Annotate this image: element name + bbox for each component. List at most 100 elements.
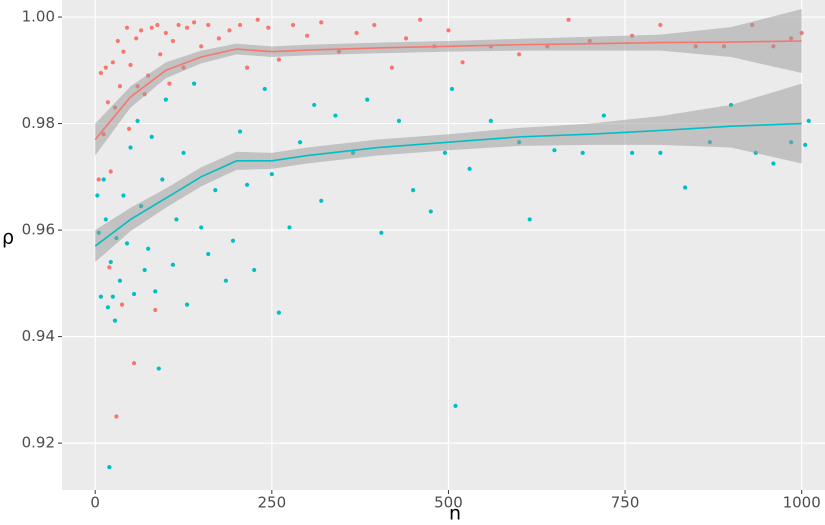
- point: [101, 177, 106, 182]
- point: [630, 150, 635, 155]
- point: [192, 81, 197, 86]
- point: [227, 28, 232, 33]
- point: [158, 52, 163, 57]
- point: [153, 307, 158, 313]
- point: [467, 166, 472, 171]
- point: [658, 22, 663, 28]
- point: [160, 177, 165, 182]
- point: [108, 169, 113, 174]
- y-tick-label: 0.92: [22, 434, 55, 452]
- point: [107, 265, 112, 270]
- point: [312, 102, 317, 108]
- point: [142, 267, 147, 273]
- point: [552, 148, 557, 153]
- point: [119, 302, 125, 307]
- point: [446, 28, 451, 33]
- point: [276, 310, 281, 315]
- point: [213, 188, 218, 193]
- point: [516, 52, 522, 57]
- point: [803, 142, 808, 147]
- point: [156, 366, 161, 371]
- point: [262, 86, 267, 92]
- point: [174, 217, 179, 222]
- point: [114, 414, 119, 419]
- point: [117, 84, 123, 89]
- point: [418, 17, 423, 22]
- point: [206, 251, 211, 257]
- point: [96, 177, 101, 182]
- point: [103, 217, 108, 222]
- point: [276, 57, 281, 62]
- point: [95, 193, 100, 198]
- point: [131, 361, 137, 366]
- point: [199, 225, 204, 230]
- point: [319, 198, 324, 203]
- point: [170, 38, 176, 44]
- point: [230, 238, 236, 243]
- point: [108, 259, 113, 265]
- point: [442, 150, 448, 155]
- point: [354, 30, 359, 36]
- point: [98, 294, 103, 299]
- point: [134, 36, 139, 41]
- confidence-band: [95, 83, 802, 263]
- point: [128, 62, 133, 68]
- point: [411, 188, 416, 193]
- y-tick-label: 0.98: [22, 114, 55, 132]
- point: [244, 182, 250, 187]
- point: [117, 278, 123, 283]
- point: [115, 38, 120, 44]
- point: [135, 118, 140, 124]
- point: [163, 30, 168, 36]
- point: [266, 25, 271, 30]
- point: [806, 118, 811, 124]
- point: [105, 305, 111, 310]
- point: [167, 81, 172, 86]
- point: [121, 193, 126, 198]
- point: [269, 172, 274, 177]
- point: [110, 294, 115, 299]
- point: [396, 118, 402, 124]
- point: [287, 225, 292, 230]
- point: [98, 70, 103, 76]
- point: [379, 230, 384, 235]
- point: [112, 318, 118, 323]
- point: [771, 161, 776, 166]
- x-tick-label: 0: [90, 494, 100, 512]
- x-axis-title: n: [449, 503, 461, 525]
- point: [449, 86, 455, 92]
- point: [184, 302, 190, 307]
- point: [365, 97, 370, 102]
- point: [290, 22, 296, 28]
- point: [428, 209, 433, 214]
- point: [110, 60, 115, 65]
- point: [252, 267, 257, 273]
- smooth-line: [94, 122, 802, 247]
- y-tick-label: 0.96: [22, 221, 55, 239]
- point: [527, 217, 532, 222]
- point: [128, 145, 133, 150]
- point: [199, 44, 204, 49]
- point: [488, 118, 493, 124]
- point: [124, 25, 130, 30]
- point: [107, 464, 112, 470]
- point: [127, 126, 132, 131]
- point: [131, 291, 137, 297]
- panel: [62, 0, 825, 490]
- y-tick-label: 0.94: [22, 327, 55, 345]
- point: [206, 22, 211, 28]
- y-axis-title: ρ: [2, 227, 14, 249]
- point: [124, 241, 130, 246]
- point: [333, 113, 338, 118]
- point: [372, 22, 377, 28]
- point: [460, 60, 465, 65]
- confidence-band: [95, 9, 802, 156]
- point: [658, 150, 663, 155]
- point: [181, 150, 186, 155]
- point: [453, 403, 458, 408]
- point: [389, 65, 395, 70]
- point: [319, 20, 324, 25]
- point: [683, 185, 688, 190]
- point: [139, 28, 144, 33]
